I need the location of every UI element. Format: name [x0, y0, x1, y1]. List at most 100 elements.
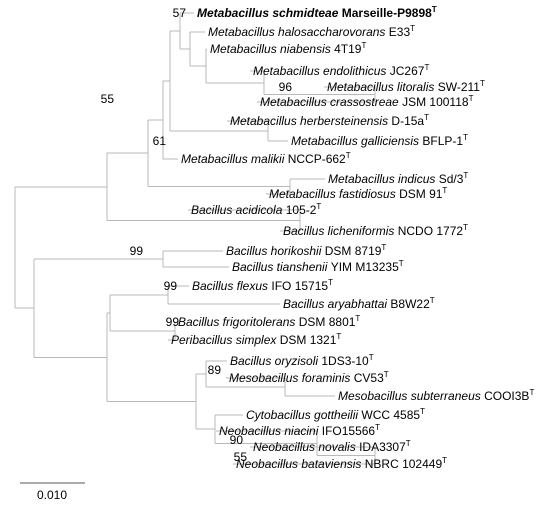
type-strain-mark: T	[424, 113, 429, 122]
type-strain-mark: T	[430, 296, 435, 305]
type-strain-mark: T	[410, 24, 415, 33]
type-strain-mark: T	[369, 353, 374, 362]
strain-name: YIM M13235	[331, 260, 399, 274]
strain-name: SW-211	[438, 80, 481, 94]
strain-name: NCDO 1772	[398, 224, 464, 238]
species-name: Bacillus tianshenii	[232, 260, 331, 274]
type-strain-mark: T	[346, 151, 351, 160]
bootstrap-value: 90	[230, 433, 244, 447]
taxon-label: Bacillus licheniformis NCDO 1772T	[283, 223, 468, 238]
species-name: Metabacillus fastidiosus	[269, 187, 399, 201]
type-strain-mark: T	[442, 456, 447, 465]
bootstrap-value: 55	[101, 92, 115, 106]
taxon-label: Metabacillus litoralis SW-211T	[327, 79, 485, 94]
bootstrap-value: 96	[279, 80, 293, 94]
species-name: Neobacillus novalis	[253, 440, 359, 454]
species-name: Bacillus licheniformis	[283, 224, 398, 238]
taxon-label: Metabacillus indicus Sd/3T	[328, 171, 468, 186]
strain-name: WCC 4585	[361, 408, 420, 422]
species-name: Neobacillus bataviensis	[236, 457, 365, 471]
taxon-label: Metabacillus fastidiosus DSM 91T	[269, 186, 447, 201]
bootstrap-value: 55	[234, 450, 248, 464]
scale-bar: 0.010	[20, 482, 85, 502]
species-name: Neobacillus niacini	[219, 424, 322, 438]
species-name: Bacillus frigoritolerans	[178, 315, 299, 329]
strain-name: DSM 8801	[299, 315, 356, 329]
species-name: Mesobacillus subterraneus	[338, 389, 484, 403]
type-strain-mark: T	[529, 388, 534, 397]
type-strain-mark: T	[375, 423, 380, 432]
taxon-label: Metabacillus crassostreae JSM 100118T	[260, 94, 474, 109]
strain-name: DSM 91	[399, 187, 443, 201]
taxon-label: Mesobacillus subterraneus COOI3BT	[338, 388, 534, 403]
taxon-label: Metabacillus schmidteae Marseille-P9898T	[197, 5, 437, 20]
taxon-label: Bacillus tianshenii YIM M13235T	[232, 259, 404, 274]
strain-name: 4T19	[334, 42, 362, 56]
species-name: Metabacillus schmidteae	[197, 6, 342, 20]
type-strain-mark: T	[406, 439, 411, 448]
bootstrap-value: 57	[173, 6, 187, 20]
type-strain-mark: T	[399, 259, 404, 268]
bootstrap-value: 99	[130, 244, 144, 258]
species-name: Metabacillus malikii	[181, 152, 288, 166]
type-strain-mark: T	[432, 5, 437, 14]
bootstrap-value: 61	[153, 134, 167, 148]
taxon-label: Metabacillus niabensis 4T19T	[210, 41, 366, 56]
type-strain-mark: T	[355, 314, 360, 323]
strain-name: Marseille-P9898	[342, 6, 432, 20]
type-strain-mark: T	[480, 79, 485, 88]
type-strain-mark: T	[328, 278, 333, 287]
bootstrap-value: 99	[166, 315, 180, 329]
taxon-label: Neobacillus bataviensis NBRC 102449T	[236, 456, 447, 471]
strain-name: DSM 1321	[280, 333, 337, 347]
species-name: Metabacillus halosaccharovorans	[208, 25, 389, 39]
type-strain-mark: T	[336, 332, 341, 341]
species-name: Metabacillus indicus	[328, 172, 439, 186]
taxon-label: Metabacillus galliciensis BFLP-1T	[291, 133, 468, 148]
type-strain-mark: T	[442, 186, 447, 195]
strain-name: B8W22	[390, 297, 430, 311]
type-strain-mark: T	[463, 133, 468, 142]
species-name: Metabacillus endolithicus	[253, 64, 390, 78]
strain-name: 1DS3-10	[321, 354, 369, 368]
taxon-label: Bacillus acidicola 105-2T	[191, 202, 321, 217]
strain-name: Sd/3	[439, 172, 464, 186]
strain-name: BFLP-1	[422, 134, 463, 148]
bootstrap-value: 89	[208, 363, 222, 377]
strain-name: DSM 8719	[325, 244, 382, 258]
species-name: Metabacillus galliciensis	[291, 134, 422, 148]
taxon-label: Bacillus oryzisoli 1DS3-10T	[230, 353, 374, 368]
tree-branches	[14, 12, 376, 465]
taxon-label: Cytobacillus gottheilii WCC 4585T	[246, 407, 425, 422]
taxon-label: Bacillus aryabhattai B8W22T	[283, 296, 435, 311]
species-name: Metabacillus litoralis	[327, 80, 438, 94]
taxon-label: Metabacillus herbersteinensis D-15aT	[230, 113, 429, 128]
species-name: Cytobacillus gottheilii	[246, 408, 361, 422]
type-strain-mark: T	[381, 243, 386, 252]
bootstrap-values: 57 96 55 61 99 99 99 89 90 55	[101, 6, 293, 464]
taxon-labels: Metabacillus schmidteae Marseille-P9898T…	[171, 5, 534, 471]
strain-name: NCCP-662	[288, 152, 346, 166]
strain-name: E33	[389, 25, 411, 39]
type-strain-mark: T	[424, 63, 429, 72]
type-strain-mark: T	[463, 223, 468, 232]
strain-name: IFO 15715	[271, 279, 328, 293]
taxon-label: Mesobacillus foraminis CV53T	[229, 370, 389, 385]
strain-name: 105-2	[286, 203, 317, 217]
taxon-label: Metabacillus endolithicus JC267T	[253, 63, 429, 78]
strain-name: NBRC 102449	[365, 457, 443, 471]
taxon-label: Neobacillus niacini IFO15566T	[219, 423, 380, 438]
strain-name: IDA3307	[359, 440, 406, 454]
taxon-label: Neobacillus novalis IDA3307T	[253, 439, 411, 454]
species-name: Peribacillus simplex	[171, 333, 280, 347]
taxon-label: Peribacillus simplex DSM 1321T	[171, 332, 341, 347]
species-name: Bacillus acidicola	[191, 203, 286, 217]
type-strain-mark: T	[384, 370, 389, 379]
strain-name: IFO15566	[322, 424, 376, 438]
species-name: Mesobacillus foraminis	[229, 371, 354, 385]
type-strain-mark: T	[361, 41, 366, 50]
species-name: Metabacillus herbersteinensis	[230, 114, 391, 128]
species-name: Metabacillus niabensis	[210, 42, 334, 56]
species-name: Metabacillus crassostreae	[260, 95, 402, 109]
